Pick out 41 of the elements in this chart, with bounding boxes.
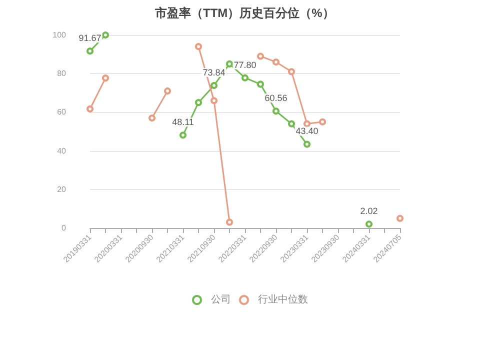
point [210,82,218,89]
y-tick-label: 100 [52,30,67,40]
data-label: 2.02 [360,206,378,216]
point [257,80,264,88]
y-tick-label: 0 [62,224,67,232]
point [242,74,248,82]
data-label: 91.67 [78,33,102,44]
point [86,105,94,112]
data-label: 77.80 [234,60,256,70]
point [304,140,310,148]
data-label: 73.84 [202,67,226,78]
point [288,68,295,76]
point [164,87,171,94]
point [195,99,202,106]
point [210,97,218,104]
legend-label: 公司 [211,294,231,306]
data-label: 48.11 [172,117,194,128]
y-tick-label: 60 [57,108,67,117]
point [86,48,94,55]
chart-title: 市盈率（TTM）历史百分位（%） [154,6,334,20]
point [226,218,233,226]
point [288,120,295,128]
point [148,114,156,122]
point [396,214,404,222]
point [195,43,202,50]
point [102,32,109,38]
point [102,74,109,82]
point [257,52,264,60]
point [226,60,233,68]
point [319,118,326,126]
point [304,120,310,128]
y-tick-label: 20 [57,184,67,194]
point [366,220,372,228]
data-label: 43.40 [296,126,318,136]
legend-label: 行业中位数 [258,294,308,306]
y-tick-label: 40 [57,146,67,156]
y-tick-label: 80 [57,69,67,78]
data-label: 60.56 [264,93,288,104]
point [180,132,186,139]
point [272,108,280,115]
point [272,58,280,66]
